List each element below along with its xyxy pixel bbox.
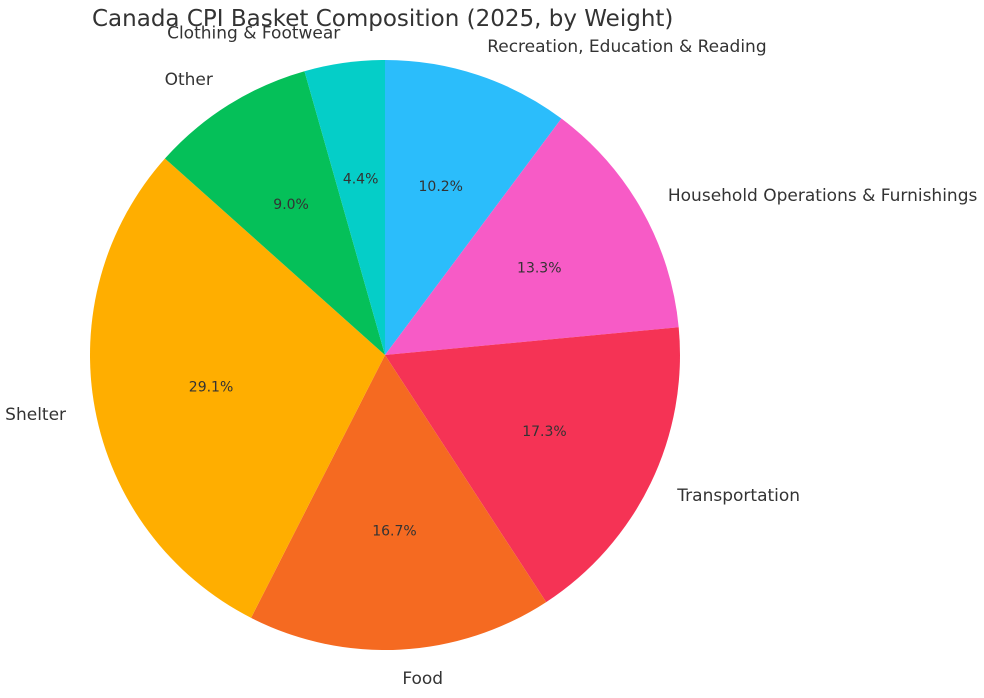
pie-slice-recreation-education-reading — [385, 60, 562, 355]
pie-slice-food — [251, 355, 547, 650]
chart-title: Canada CPI Basket Composition (2025, by … — [92, 6, 673, 32]
slice-label-clothing-footwear: Clothing & Footwear — [167, 24, 340, 44]
slice-pct-label-food: 16.7% — [372, 524, 416, 540]
pie-slices — [89, 60, 681, 650]
slice-label-household-operations-furnishings: Household Operations & Furnishings — [668, 186, 978, 206]
slice-label-food: Food — [402, 669, 443, 689]
pie-slice-other — [164, 71, 385, 355]
pie-slice-transportation — [385, 327, 681, 603]
pie-labels: Recreation, Education & Reading 10.2% Hous… — [5, 24, 977, 689]
slice-pct-label-transportation: 17.3% — [522, 424, 566, 440]
slice-label-transportation: Transportation — [676, 486, 800, 506]
pie-slice-shelter — [89, 158, 386, 618]
slice-label-recreation-education-reading: Recreation, Education & Reading — [487, 37, 766, 57]
pie-slice-clothing-footwear — [304, 60, 385, 355]
slice-label-other: Other — [165, 70, 213, 90]
slice-pct-label-other: 9.0% — [273, 197, 309, 213]
slice-pct-label-shelter: 29.1% — [189, 380, 233, 396]
slice-pct-label-clothing-footwear: 4.4% — [343, 172, 379, 188]
pie-slice-household-operations-furnishings — [385, 118, 679, 355]
slice-pct-label-household-operations-furnishings: 13.3% — [517, 260, 561, 276]
slice-pct-label-recreation-education-reading: 10.2% — [419, 179, 463, 195]
slice-label-shelter: Shelter — [5, 405, 66, 425]
